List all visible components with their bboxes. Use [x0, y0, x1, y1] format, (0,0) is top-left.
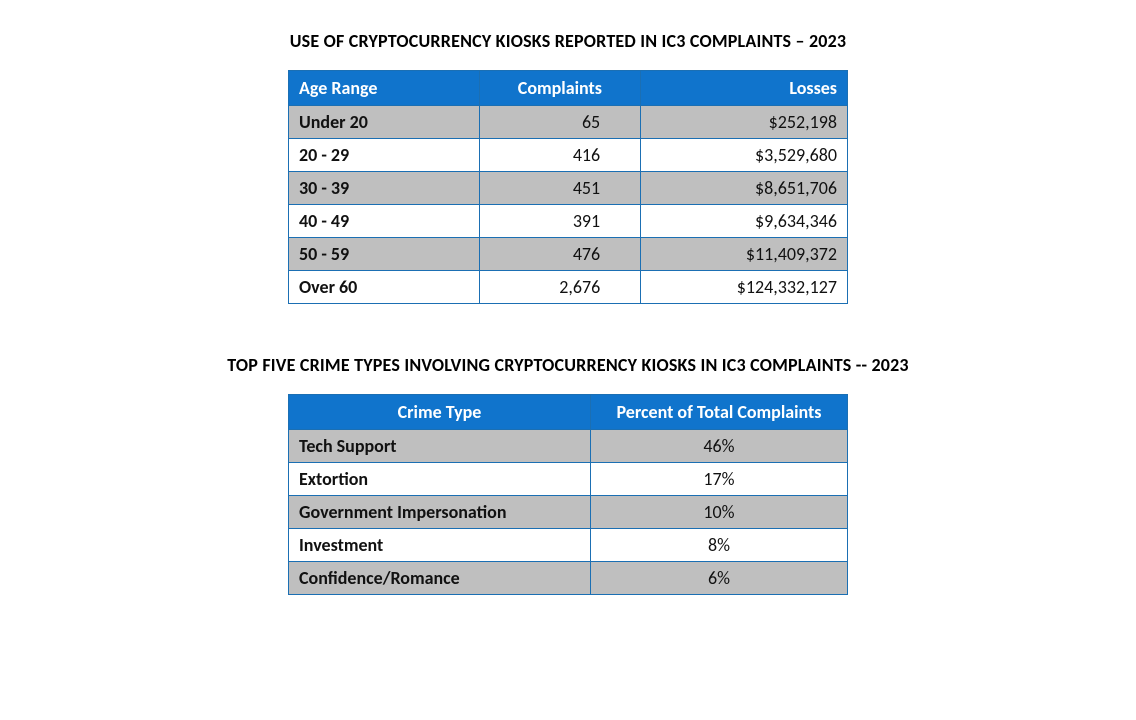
table-row: Over 60 2,676 $124,332,127	[289, 271, 848, 304]
cell-losses: $9,634,346	[641, 205, 848, 238]
cell-complaints: 476	[479, 238, 641, 271]
section-title-crime-types: TOP FIVE CRIME TYPES INVOLVING CRYPTOCUR…	[60, 354, 1076, 376]
cell-complaints: 391	[479, 205, 641, 238]
col-header-percent: Percent of Total Complaints	[590, 395, 847, 430]
cell-percent: 46%	[590, 430, 847, 463]
table-row: 20 - 29 416 $3,529,680	[289, 139, 848, 172]
table-row: 40 - 49 391 $9,634,346	[289, 205, 848, 238]
cell-crime-type: Government Impersonation	[289, 496, 591, 529]
cell-crime-type: Extortion	[289, 463, 591, 496]
table-crime-types: Crime Type Percent of Total Complaints T…	[288, 394, 848, 595]
table-row: 30 - 39 451 $8,651,706	[289, 172, 848, 205]
table-row: Government Impersonation 10%	[289, 496, 848, 529]
cell-complaints: 65	[479, 106, 641, 139]
col-header-losses: Losses	[641, 71, 848, 106]
cell-age-range: 50 - 59	[289, 238, 480, 271]
cell-complaints: 451	[479, 172, 641, 205]
cell-crime-type: Confidence/Romance	[289, 562, 591, 595]
table-row: Investment 8%	[289, 529, 848, 562]
table-row: Under 20 65 $252,198	[289, 106, 848, 139]
cell-percent: 17%	[590, 463, 847, 496]
cell-age-range: 30 - 39	[289, 172, 480, 205]
cell-complaints: 2,676	[479, 271, 641, 304]
cell-age-range: 40 - 49	[289, 205, 480, 238]
cell-losses: $11,409,372	[641, 238, 848, 271]
col-header-age-range: Age Range	[289, 71, 480, 106]
col-header-crime-type: Crime Type	[289, 395, 591, 430]
cell-percent: 6%	[590, 562, 847, 595]
cell-age-range: Over 60	[289, 271, 480, 304]
table-row: Extortion 17%	[289, 463, 848, 496]
table-row: 50 - 59 476 $11,409,372	[289, 238, 848, 271]
cell-crime-type: Tech Support	[289, 430, 591, 463]
col-header-complaints: Complaints	[479, 71, 641, 106]
cell-losses: $3,529,680	[641, 139, 848, 172]
table-row: Confidence/Romance 6%	[289, 562, 848, 595]
cell-age-range: Under 20	[289, 106, 480, 139]
cell-crime-type: Investment	[289, 529, 591, 562]
cell-losses: $124,332,127	[641, 271, 848, 304]
cell-losses: $252,198	[641, 106, 848, 139]
cell-losses: $8,651,706	[641, 172, 848, 205]
table-row: Tech Support 46%	[289, 430, 848, 463]
table-kiosk-age: Age Range Complaints Losses Under 20 65 …	[288, 70, 848, 304]
cell-age-range: 20 - 29	[289, 139, 480, 172]
section-title-kiosk-age: USE OF CRYPTOCURRENCY KIOSKS REPORTED IN…	[60, 30, 1076, 52]
cell-percent: 8%	[590, 529, 847, 562]
cell-percent: 10%	[590, 496, 847, 529]
cell-complaints: 416	[479, 139, 641, 172]
